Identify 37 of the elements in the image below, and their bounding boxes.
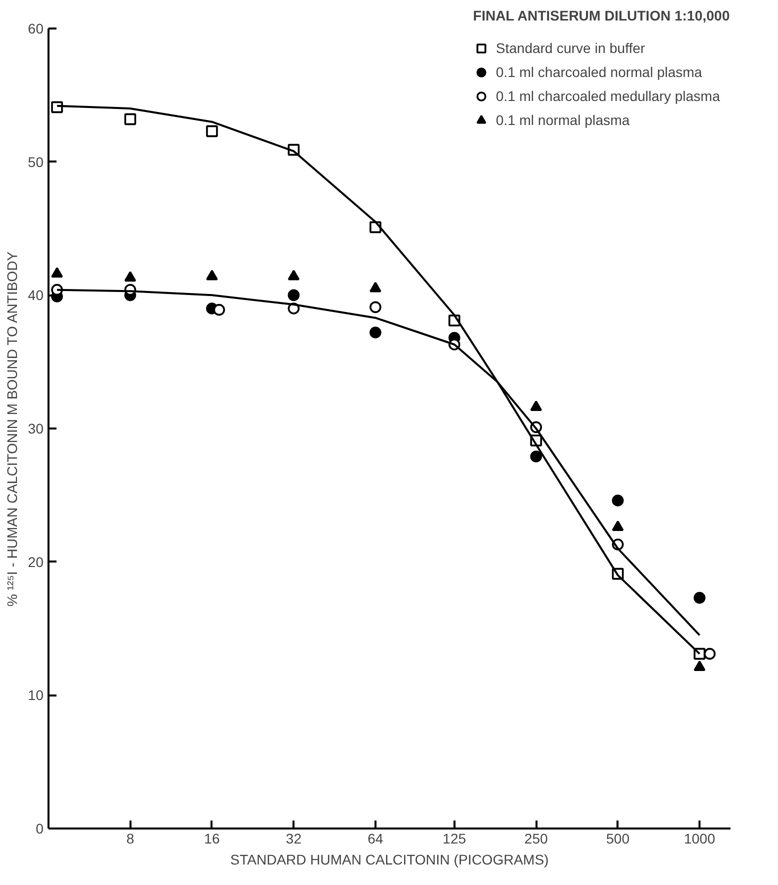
point — [370, 326, 382, 338]
point — [612, 520, 624, 531]
y-tick-label: 0 — [36, 820, 44, 836]
point — [124, 113, 136, 126]
y-tick-label: 60 — [28, 20, 44, 36]
y-axis-title: % ¹²⁵I - HUMAN CALCITONIN M BOUND TO ANTIBODY — [4, 250, 20, 607]
point — [288, 289, 300, 302]
y-tick-label: 20 — [28, 554, 44, 570]
x-tick-label: 16 — [204, 830, 220, 846]
point — [124, 271, 136, 282]
point — [206, 270, 218, 280]
point — [370, 301, 382, 314]
x-tick-label: 32 — [286, 830, 302, 846]
y-tick-label: 40 — [28, 287, 44, 304]
point — [694, 592, 706, 604]
x-tick-label: 1000 — [684, 830, 716, 846]
x-tick-label: 125 — [442, 830, 466, 846]
point — [694, 660, 706, 671]
point — [206, 125, 218, 138]
x-tick-label: 500 — [606, 830, 630, 846]
legend-label: Standard curve in buffer — [496, 40, 646, 56]
x-tick-label: 250 — [524, 830, 548, 846]
x-tick-label: 64 — [368, 830, 384, 846]
x-axis-title: STANDARD HUMAN CALCITONIN (PICOGRAMS) — [230, 852, 549, 868]
x-tick-label: 8 — [126, 830, 134, 846]
point — [530, 450, 542, 462]
legend-label: 0.1 ml charcoaled normal plasma — [496, 64, 702, 80]
point — [370, 282, 382, 292]
point — [612, 494, 624, 506]
point — [288, 270, 300, 280]
point — [530, 400, 542, 411]
legend-label: 0.1 ml normal plasma — [496, 112, 630, 128]
y-tick-label: 30 — [28, 420, 44, 436]
y-tick-label: 50 — [28, 154, 44, 170]
y-tick-label: 10 — [28, 687, 44, 704]
chart-title: FINAL ANTISERUM DILUTION 1:10,000 — [473, 8, 730, 24]
legend-label: 0.1 ml charcoaled medullary plasma — [496, 88, 720, 104]
